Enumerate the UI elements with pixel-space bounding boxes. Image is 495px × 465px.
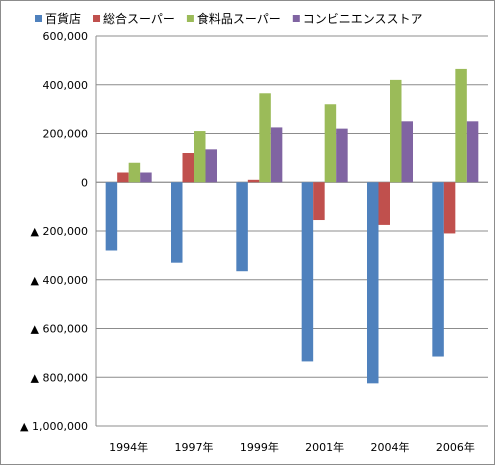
y-tick-labels: 600,000 400,000 200,000 0 ▲ 200,000 ▲ 400,000…: [20, 30, 88, 433]
bar: [378, 182, 390, 225]
x-tick-label: 1999年: [240, 440, 279, 454]
legend-swatch: [93, 15, 101, 22]
y-tick-label: ▲ 1,000,000: [20, 420, 88, 433]
y-tick-label: 0: [81, 176, 88, 189]
x-tick-labels: 1994年 1997年 1999年 2001年 2004年 2006年: [109, 440, 475, 454]
bar: [236, 182, 248, 272]
y-tick-label: 400,000: [43, 79, 89, 92]
bar: [390, 79, 402, 183]
bar: [270, 127, 283, 183]
legend-label: 食料品スーパー: [197, 11, 281, 26]
legend-label: 百貨店: [45, 11, 81, 26]
bar: [301, 182, 314, 362]
legend: 百貨店 総合スーパー 食料品スーパー コンビニエンスストア: [35, 11, 423, 26]
gridlines: [96, 35, 488, 427]
x-tick-label: 2004年: [371, 440, 410, 454]
y-tick-label: ▲ 600,000: [31, 323, 88, 336]
bar: [140, 172, 152, 183]
bar: [313, 182, 325, 221]
bars: [105, 68, 479, 384]
bar: [443, 182, 456, 234]
bar: [432, 182, 444, 357]
bar: [194, 131, 206, 183]
bar: [336, 128, 348, 183]
bar: [205, 149, 217, 183]
y-tick-label: ▲ 400,000: [31, 274, 88, 287]
y-tick-label: ▲ 800,000: [31, 371, 88, 384]
y-tick-label: 200,000: [43, 128, 89, 141]
legend-swatch: [186, 15, 194, 22]
bar: [367, 182, 379, 384]
legend-label: 総合スーパー: [103, 11, 175, 26]
bar: [105, 182, 118, 251]
bar: [247, 179, 260, 183]
bar: [182, 153, 194, 183]
bar: [455, 68, 467, 183]
bar: [117, 172, 129, 183]
axes: [95, 36, 488, 426]
bar: [401, 121, 413, 183]
bar: [466, 121, 479, 183]
x-tick-label: 1997年: [175, 440, 214, 454]
x-tick-label: 2001年: [305, 440, 344, 454]
x-tick-label: 2006年: [436, 440, 475, 454]
y-tick-label: 600,000: [43, 30, 89, 43]
legend-swatch: [35, 15, 42, 22]
legend-label: コンビニエンスストア: [303, 12, 423, 26]
bar: [259, 93, 271, 183]
bar: [171, 182, 183, 263]
bar: [128, 162, 141, 183]
legend-swatch: [292, 15, 300, 22]
bar: [324, 104, 337, 183]
y-tick-label: ▲ 200,000: [31, 225, 88, 238]
x-tick-label: 1994年: [109, 440, 148, 454]
